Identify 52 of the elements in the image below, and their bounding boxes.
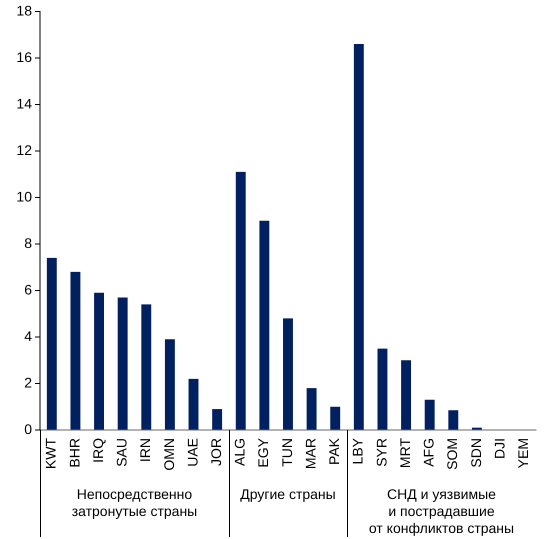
bar	[330, 406, 340, 430]
bar	[306, 388, 317, 430]
text: Другие страны	[240, 486, 336, 502]
bar	[283, 318, 293, 430]
bar	[424, 400, 435, 430]
bar	[377, 348, 388, 430]
text: СНД и уязвимые и пострадавшие от конфликтов страны	[368, 486, 514, 536]
bar	[354, 44, 364, 430]
x-tick-label: SAU	[114, 438, 130, 467]
y-tick-label: 10	[16, 188, 32, 204]
bar	[141, 304, 152, 430]
bar	[448, 410, 458, 430]
y-tick-label: 6	[24, 281, 32, 298]
x-tick-label: AFG	[420, 438, 437, 467]
x-tick-label: MAR	[302, 438, 318, 470]
x-tick-label: IRQ	[90, 438, 106, 463]
x-tick-label: KWT	[42, 438, 59, 470]
x-tick-label: DJI	[491, 438, 508, 459]
y-tick-label: 8	[24, 234, 32, 251]
x-tick-label: SDN	[468, 438, 484, 468]
x-tick-label: TUN	[278, 438, 295, 467]
x-tick-label: LBY	[350, 437, 366, 464]
x-tick-label: BHR	[66, 438, 82, 468]
bar	[46, 258, 57, 430]
x-tick-label: MRT	[396, 438, 413, 468]
x-tick-label: SYR	[373, 438, 390, 467]
x-tick-label: ALG	[232, 438, 248, 466]
bar	[236, 172, 246, 430]
bar	[401, 360, 412, 430]
x-tick-label: EGY	[255, 437, 272, 468]
y-tick-label: 14	[16, 95, 32, 112]
x-tick-label: JOR	[208, 438, 224, 466]
y-tick-label: 0	[24, 420, 32, 437]
x-tick-label: OMN	[160, 438, 177, 471]
y-tick-label: 4	[24, 328, 32, 344]
text: Непосредственно затронутые страны	[72, 486, 198, 519]
bar	[164, 339, 175, 430]
bar	[212, 409, 222, 430]
y-tick-label: 12	[16, 142, 32, 158]
y-tick-label: 2	[24, 374, 32, 390]
bar	[259, 220, 270, 430]
x-tick-label: PAK	[326, 437, 342, 465]
bar	[94, 292, 104, 430]
x-tick-label: UAE	[184, 438, 200, 467]
x-tick-label: IRN	[137, 438, 154, 462]
bar	[118, 297, 128, 430]
y-tick-label: 16	[16, 48, 32, 65]
bar	[188, 378, 198, 430]
x-tick-label: SOM	[444, 438, 460, 470]
y-tick-label: 18	[16, 2, 32, 18]
bar	[70, 272, 80, 430]
x-tick-label: YEM	[515, 438, 532, 468]
